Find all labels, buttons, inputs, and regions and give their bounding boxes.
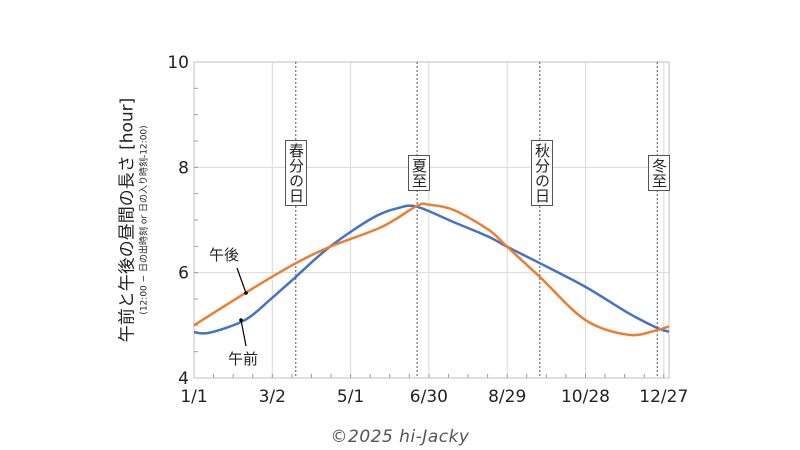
x-tick-label: 8/29 xyxy=(488,387,526,407)
marker-label-summer-solstice: 夏至 xyxy=(408,155,430,191)
x-tick-label: 12/27 xyxy=(639,387,688,407)
pm-leader-dot xyxy=(244,291,248,295)
series-line-am xyxy=(193,204,670,335)
marker-label-winter-solstice: 冬至 xyxy=(648,155,670,191)
y-tick-label: 6 xyxy=(178,264,189,284)
plot-frame xyxy=(193,61,670,379)
copyright: ©2025 hi-Jacky xyxy=(330,427,470,447)
y-tick-label: 8 xyxy=(178,158,189,178)
x-tick-label: 6/30 xyxy=(410,387,448,407)
x-tick-label: 5/1 xyxy=(337,387,364,407)
x-tick-label: 10/28 xyxy=(561,387,610,407)
marker-label-spring-equinox: 春分の日 xyxy=(285,140,307,206)
y-axis-title-sub: (12:00 − 日の出時刻 or 日の入り時刻-12:00) xyxy=(139,125,150,315)
am-leader-line xyxy=(240,319,247,347)
y-axis-title: 午前と午後の昼間の長さ [hour] (12:00 − 日の出時刻 or 日の入… xyxy=(113,98,150,343)
y-tick-label: 10 xyxy=(167,53,189,73)
am-leader-dot xyxy=(239,318,243,322)
series-line-pm xyxy=(193,202,670,337)
y-axis-title-main: 午前と午後の昼間の長さ [hour] xyxy=(117,97,138,343)
series-label-am: 午前 xyxy=(228,350,259,368)
marker-label-autumn-equinox: 秋分の日 xyxy=(531,140,553,206)
y-tick-label: 4 xyxy=(178,369,189,389)
x-tick-label: 1/1 xyxy=(180,387,207,407)
series-label-pm: 午後 xyxy=(209,246,240,264)
x-tick-label: 3/2 xyxy=(259,387,286,407)
pm-leader-line xyxy=(236,267,247,294)
